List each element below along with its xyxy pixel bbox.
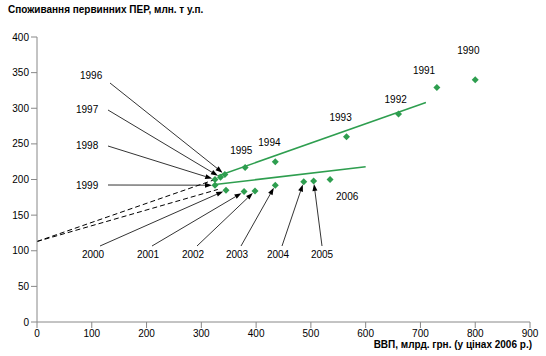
svg-text:2000: 2000 — [82, 249, 105, 260]
svg-text:150: 150 — [12, 210, 29, 221]
svg-text:1998: 1998 — [76, 140, 99, 151]
svg-text:1997: 1997 — [76, 104, 99, 115]
svg-text:900: 900 — [522, 328, 539, 339]
svg-text:1995: 1995 — [230, 145, 253, 156]
html-text:ВВП, млрд. грн. (у цінах 2006: ВВП, млрд. грн. (у цінах 2006 р.) — [373, 339, 532, 350]
svg-text:1996: 1996 — [80, 70, 103, 81]
svg-text:400: 400 — [248, 328, 265, 339]
svg-text:700: 700 — [412, 328, 429, 339]
svg-text:50: 50 — [18, 281, 30, 292]
svg-text:400: 400 — [12, 32, 29, 43]
svg-text:2003: 2003 — [226, 249, 249, 260]
svg-text:250: 250 — [12, 138, 29, 149]
svg-text:300: 300 — [193, 328, 210, 339]
svg-text:1999: 1999 — [76, 180, 99, 191]
svg-text:100: 100 — [12, 245, 29, 256]
svg-text:0: 0 — [23, 317, 29, 328]
svg-text:200: 200 — [138, 328, 155, 339]
svg-text:350: 350 — [12, 67, 29, 78]
svg-text:500: 500 — [303, 328, 320, 339]
svg-text:2005: 2005 — [311, 249, 334, 260]
svg-text:600: 600 — [357, 328, 374, 339]
svg-text:1991: 1991 — [413, 65, 436, 76]
svg-text:1994: 1994 — [258, 137, 281, 148]
svg-text:200: 200 — [12, 174, 29, 185]
svg-text:1992: 1992 — [385, 94, 408, 105]
svg-text:2006: 2006 — [336, 191, 359, 202]
svg-text:2004: 2004 — [267, 249, 290, 260]
svg-text:2001: 2001 — [137, 249, 160, 260]
svg-text:1990: 1990 — [457, 45, 480, 56]
svg-text:300: 300 — [12, 103, 29, 114]
svg-text:0: 0 — [34, 328, 40, 339]
svg-text:1993: 1993 — [329, 112, 352, 123]
svg-text:100: 100 — [83, 328, 100, 339]
svg-text:800: 800 — [467, 328, 484, 339]
svg-text:2002: 2002 — [182, 249, 205, 260]
html-text:Споживання первинних ПЕР, млн.: Споживання первинних ПЕР, млн. т у.п. — [8, 4, 204, 15]
